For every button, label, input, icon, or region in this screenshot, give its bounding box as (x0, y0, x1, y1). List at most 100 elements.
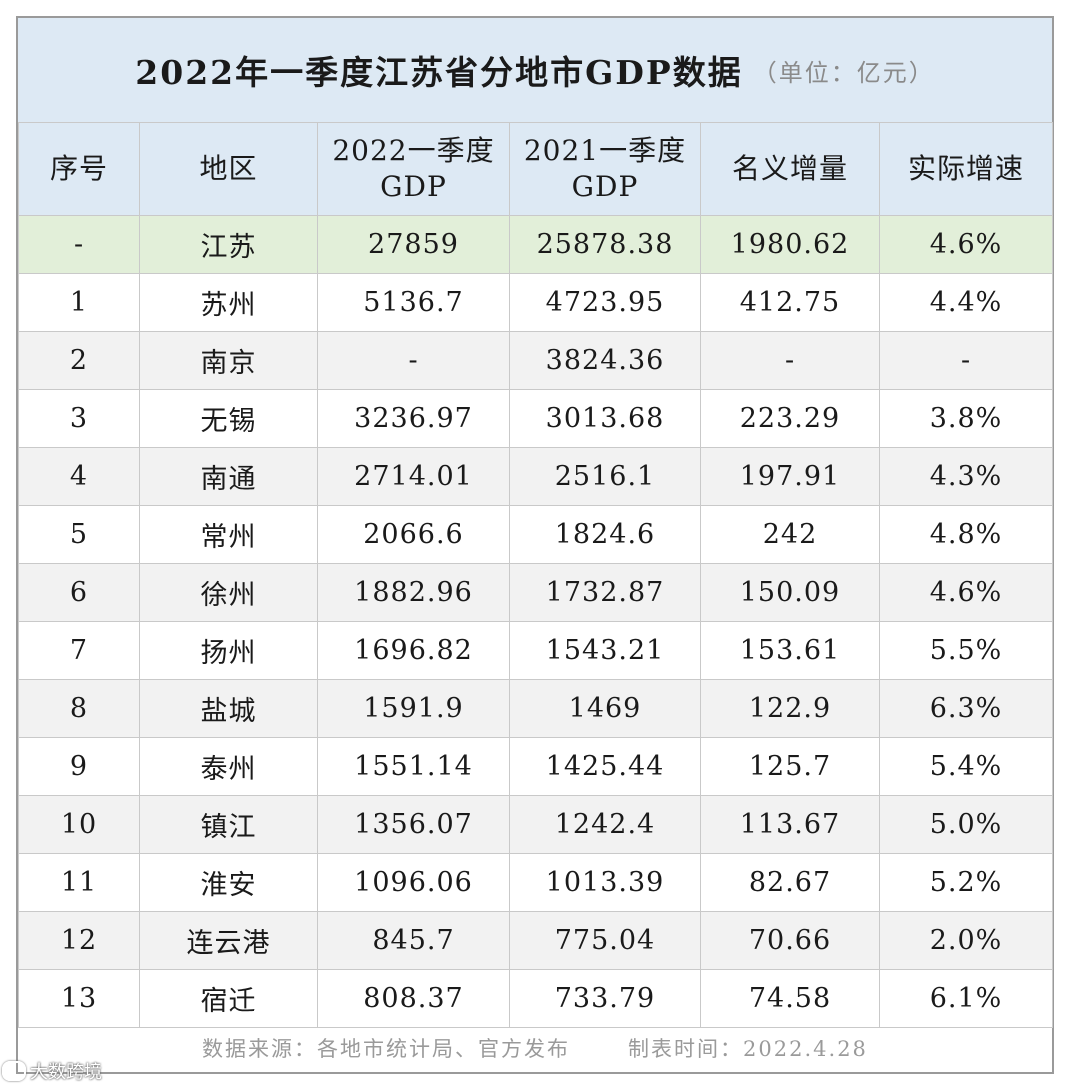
cell-gdp-2021q1: 2516.1 (509, 447, 701, 506)
cell-region: 淮安 (139, 853, 318, 912)
cell-gdp-2022q1: 1696.82 (317, 621, 510, 680)
cell-gdp-2021q1: 25878.38 (509, 215, 701, 274)
cell-nominal-increase: 197.91 (700, 447, 880, 506)
cell-region: 南通 (139, 447, 318, 506)
cell-index: 9 (18, 737, 140, 796)
cell-region: 扬州 (139, 621, 318, 680)
cell-nominal-increase: 223.29 (700, 389, 880, 448)
table-row: 3 无锡 3236.97 3013.68 223.29 3.8% (18, 389, 1053, 448)
table-row: 10 镇江 1356.07 1242.4 113.67 5.0% (18, 795, 1053, 854)
cell-real-growth: 6.3% (879, 679, 1053, 738)
table-row: 5 常州 2066.6 1824.6 242 4.8% (18, 505, 1053, 564)
cell-gdp-2022q1: 1096.06 (317, 853, 510, 912)
column-header-region: 地区 (139, 122, 318, 216)
cell-nominal-increase: 242 (700, 505, 880, 564)
cell-real-growth: 3.8% (879, 389, 1053, 448)
column-header-gdp-2021q1: 2021一季度 GDP (509, 122, 701, 216)
cell-real-growth: 4.6% (879, 215, 1053, 274)
cell-nominal-increase: 122.9 (700, 679, 880, 738)
cell-gdp-2022q1: 3236.97 (317, 389, 510, 448)
cell-gdp-2022q1: 1551.14 (317, 737, 510, 796)
cell-index: - (18, 215, 140, 274)
cell-region: 无锡 (139, 389, 318, 448)
column-header-gdp-2022q1: 2022一季度 GDP (317, 122, 510, 216)
cell-nominal-increase: 125.7 (700, 737, 880, 796)
cell-real-growth: 5.5% (879, 621, 1053, 680)
cell-nominal-increase: - (700, 331, 880, 390)
cell-real-growth: - (879, 331, 1053, 390)
cell-gdp-2021q1: 1824.6 (509, 505, 701, 564)
cell-gdp-2021q1: 1469 (509, 679, 701, 738)
cell-real-growth: 4.6% (879, 563, 1053, 622)
cell-nominal-increase: 412.75 (700, 273, 880, 332)
watermark-logo-icon (2, 1061, 26, 1081)
cell-index: 13 (18, 969, 140, 1028)
cell-gdp-2022q1: 5136.7 (317, 273, 510, 332)
column-header-sublabel: GDP (571, 170, 639, 203)
cell-region: 镇江 (139, 795, 318, 854)
column-header-nominal-increase: 名义增量 (700, 122, 880, 216)
table-row: 9 泰州 1551.14 1425.44 125.7 5.4% (18, 737, 1053, 796)
column-header-index: 序号 (18, 122, 140, 216)
cell-gdp-2021q1: 4723.95 (509, 273, 701, 332)
table-row: 8 盐城 1591.9 1469 122.9 6.3% (18, 679, 1053, 738)
data-source-note: 数据来源：各地市统计局、官方发布 (202, 1037, 571, 1061)
cell-nominal-increase: 113.67 (700, 795, 880, 854)
cell-real-growth: 4.8% (879, 505, 1053, 564)
cell-gdp-2022q1: - (317, 331, 510, 390)
column-header-label: 名义增量 (731, 152, 848, 185)
table-row: 13 宿迁 808.37 733.79 74.58 6.1% (18, 969, 1053, 1028)
cell-real-growth: 5.2% (879, 853, 1053, 912)
cell-gdp-2021q1: 1425.44 (509, 737, 701, 796)
cell-nominal-increase: 82.67 (700, 853, 880, 912)
column-header-label: 2022一季度 (332, 134, 495, 167)
column-header-label: 地区 (199, 152, 258, 185)
cell-region: 苏州 (139, 273, 318, 332)
cell-gdp-2021q1: 733.79 (509, 969, 701, 1028)
cell-index: 8 (18, 679, 140, 738)
cell-gdp-2022q1: 1356.07 (317, 795, 510, 854)
table-row: 4 南通 2714.01 2516.1 197.91 4.3% (18, 447, 1053, 506)
cell-index: 11 (18, 853, 140, 912)
cell-region: 宿迁 (139, 969, 318, 1028)
unit-label: （单位：亿元） (752, 58, 935, 87)
cell-region: 泰州 (139, 737, 318, 796)
cell-real-growth: 5.0% (879, 795, 1053, 854)
table-row: 7 扬州 1696.82 1543.21 153.61 5.5% (18, 621, 1053, 680)
table-row-total: - 江苏 27859 25878.38 1980.62 4.6% (18, 215, 1053, 274)
cell-gdp-2022q1: 808.37 (317, 969, 510, 1028)
cell-index: 6 (18, 563, 140, 622)
cell-real-growth: 4.3% (879, 447, 1053, 506)
cell-gdp-2021q1: 1013.39 (509, 853, 701, 912)
table-body: - 江苏 27859 25878.38 1980.62 4.6% 1 苏州 5136.7 4723… (18, 215, 1053, 1028)
watermark-text: 大数跨境 (30, 1062, 102, 1083)
cell-gdp-2021q1: 3824.36 (509, 331, 701, 390)
cell-index: 1 (18, 273, 140, 332)
cell-nominal-increase: 70.66 (700, 911, 880, 970)
watermark: 大数跨境 (2, 1058, 102, 1084)
cell-gdp-2021q1: 1732.87 (509, 563, 701, 622)
cell-gdp-2022q1: 845.7 (317, 911, 510, 970)
cell-index: 5 (18, 505, 140, 564)
table-row: 12 连云港 845.7 775.04 70.66 2.0% (18, 911, 1053, 970)
cell-real-growth: 5.4% (879, 737, 1053, 796)
cell-gdp-2021q1: 1242.4 (509, 795, 701, 854)
column-header-sublabel: GDP (380, 170, 447, 203)
table-row: 11 淮安 1096.06 1013.39 82.67 5.2% (18, 853, 1053, 912)
column-header-real-growth: 实际增速 (879, 122, 1053, 216)
cell-gdp-2022q1: 27859 (317, 215, 510, 274)
cell-index: 7 (18, 621, 140, 680)
cell-nominal-increase: 153.61 (700, 621, 880, 680)
table-date-note: 制表时间：2022.4.28 (628, 1037, 868, 1061)
cell-index: 2 (18, 331, 140, 390)
cell-nominal-increase: 74.58 (700, 969, 880, 1028)
cell-region: 徐州 (139, 563, 318, 622)
cell-gdp-2022q1: 1591.9 (317, 679, 510, 738)
cell-region: 连云港 (139, 911, 318, 970)
column-header-label: 2021一季度 (523, 134, 687, 167)
cell-index: 4 (18, 447, 140, 506)
gdp-table: 序号 地区 2022一季度 GDP 2021一季度 GDP 名义增量 实际增速 - 江苏 2785… (18, 122, 1053, 1028)
cell-region: 盐城 (139, 679, 318, 738)
cell-gdp-2022q1: 1882.96 (317, 563, 510, 622)
cell-real-growth: 4.4% (879, 273, 1053, 332)
